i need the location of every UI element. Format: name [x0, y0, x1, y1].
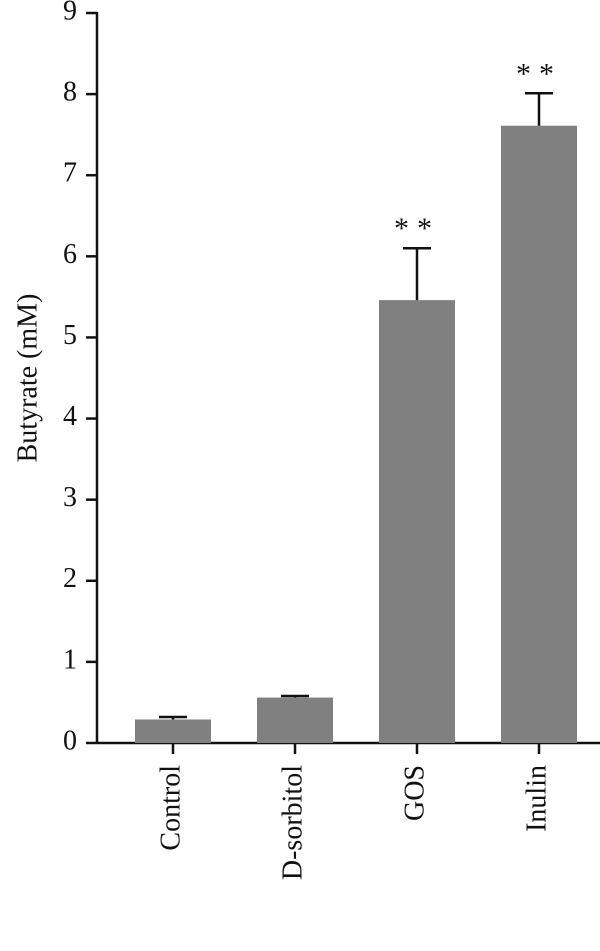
x-tick-label: GOS: [399, 765, 430, 821]
bar: [135, 719, 211, 743]
y-axis-label: Butyrate (mM): [12, 294, 43, 463]
error-bar: [403, 246, 431, 301]
error-bar: [281, 694, 309, 698]
y-tick-label: 3: [63, 482, 77, 513]
error-bar: [159, 715, 187, 720]
x-tick-label: Control: [155, 765, 186, 851]
y-tick-label: 0: [63, 725, 77, 756]
significance-label: **: [516, 57, 562, 90]
y-tick-label: 7: [63, 158, 77, 189]
y-tick-label: 4: [63, 401, 77, 432]
bar: [501, 125, 577, 743]
significance-label: **: [394, 212, 440, 245]
y-tick-label: 5: [63, 320, 77, 351]
y-tick-label: 1: [63, 644, 77, 675]
y-tick-label: 9: [63, 0, 77, 26]
x-tick-label: Inulin: [521, 765, 552, 832]
y-tick-label: 6: [63, 239, 77, 270]
bar: [257, 697, 333, 743]
bar: [379, 300, 455, 743]
error-bar: [525, 92, 553, 126]
x-tick-label: D-sorbitol: [277, 765, 308, 880]
y-tick-label: 2: [63, 563, 77, 594]
y-tick-label: 8: [63, 77, 77, 108]
